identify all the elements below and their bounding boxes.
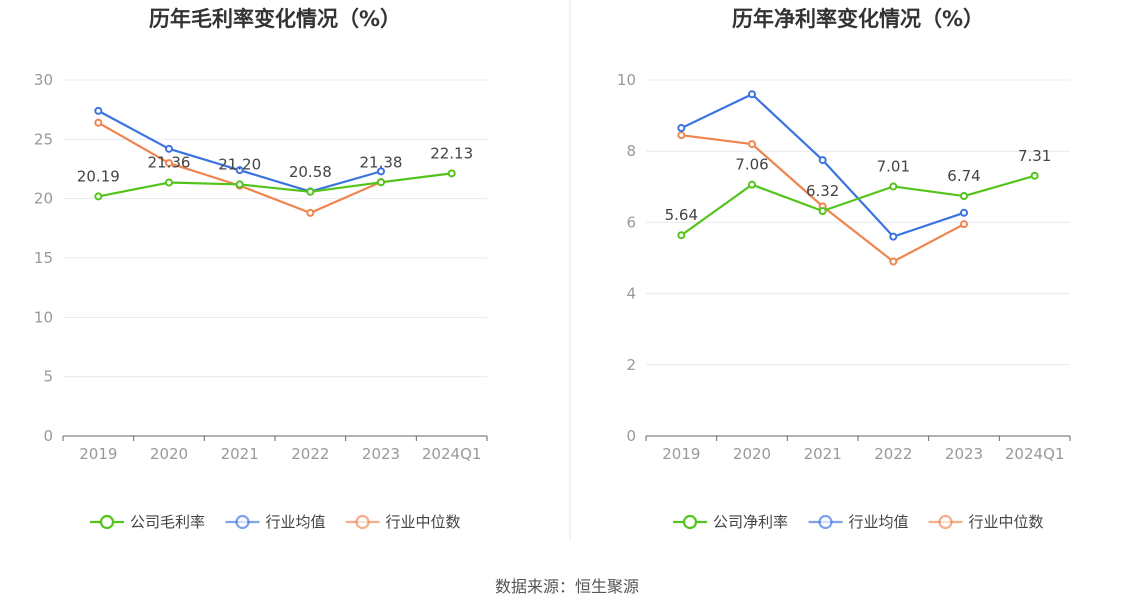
data-point [818,156,827,165]
x-tick-label: 2023 [362,445,400,463]
y-tick-label: 25 [34,130,53,148]
x-tick-label: 2020 [150,445,188,463]
data-point [818,207,827,216]
legend-marker [99,514,115,530]
data-point [94,118,103,127]
data-point [677,231,686,240]
data-point [377,178,385,187]
y-tick-label: 0 [626,427,636,445]
legend-label: 公司毛利率 [130,513,205,531]
source-note: 数据来源：恒生聚源 [495,577,639,596]
data-label: 22.13 [430,144,473,162]
series-line [98,172,452,198]
data-label: 21.38 [360,153,403,171]
legend-label: 行业均值 [266,513,326,531]
series-line [680,93,965,238]
data-label: 7.06 [735,156,768,174]
chart-title: 历年净利率变化情况（%） [732,7,984,31]
data-label: 21.36 [148,154,191,172]
legend-label: 行业均值 [849,513,909,531]
y-tick-label: 0 [43,427,53,445]
x-tick-label: 2022 [874,445,912,463]
chart-title: 历年毛利率变化情况（%） [149,7,401,31]
x-tick-label: 2020 [733,445,771,463]
y-tick-label: 20 [34,190,53,208]
series-line [97,109,382,193]
net-margin-chart: 历年净利率变化情况（%） 0 2 4 6 8 10 2019 2020 2021 2022 2023 2… [617,7,1071,531]
legend-marker [818,514,833,530]
legend-marker [682,514,698,530]
data-point [306,208,315,217]
data-point [165,159,173,168]
y-tick-label: 30 [34,71,53,89]
data-point [748,140,756,149]
data-point [889,182,898,191]
legend-label: 公司净利率 [713,513,788,531]
x-tick-label: 2022 [291,445,329,463]
y-tick-label: 5 [43,368,53,386]
data-point [165,144,173,153]
data-point [447,169,456,178]
x-tick-label: 2019 [79,445,117,463]
legend-marker [355,514,370,530]
legend-label: 行业中位数 [969,513,1044,531]
data-point [748,180,756,189]
data-point [960,220,968,229]
data-point [94,106,103,115]
data-label: 7.01 [877,157,910,175]
legend-marker [938,514,953,530]
legend-marker [235,514,250,530]
data-point [889,257,898,266]
series-line [680,174,1035,237]
y-tick-label: 4 [626,285,636,303]
data-point [377,167,385,176]
y-tick-label: 2 [626,356,636,374]
y-tick-label: 6 [626,213,636,231]
data-label: 21.20 [218,155,261,173]
data-point [94,192,103,201]
data-point [165,178,173,187]
y-tick-label: 10 [34,308,53,326]
x-tick-label: 2023 [945,445,983,463]
data-point [1030,171,1039,180]
data-point [960,192,968,201]
legend-label: 行业中位数 [386,513,461,531]
x-tick-label: 2019 [662,445,700,463]
data-label: 5.64 [665,206,698,224]
data-point [677,131,686,140]
data-point [235,180,244,189]
gross-margin-chart: 历年毛利率变化情况（%） 0 5 10 15 20 25 30 2019 2020 2021 2022… [34,7,488,531]
x-tick-label: 2024Q1 [1005,445,1065,463]
y-tick-label: 8 [626,142,636,160]
data-label: 6.74 [947,167,980,185]
data-label: 20.58 [289,163,332,181]
y-tick-label: 15 [34,249,53,267]
data-point [235,166,244,175]
data-label: 6.32 [806,182,839,200]
data-point [748,90,756,99]
x-tick-label: 2024Q1 [422,445,482,463]
x-tick-label: 2021 [221,445,259,463]
y-tick-label: 10 [617,71,636,89]
data-point [960,208,968,217]
data-point [306,187,315,196]
data-point [677,124,686,133]
data-label: 7.31 [1018,147,1051,165]
data-point [889,232,898,241]
data-label: 20.19 [77,167,120,185]
x-tick-label: 2021 [804,445,842,463]
